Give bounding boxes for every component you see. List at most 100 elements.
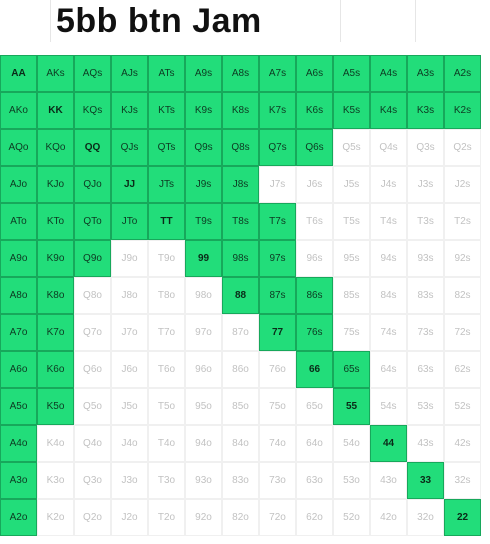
range-cell-jam: AA	[0, 55, 37, 92]
range-cell-fold: 83o	[222, 462, 259, 499]
range-cell-fold: 63s	[407, 351, 444, 388]
range-cell-jam: K6o	[37, 351, 74, 388]
range-cell-jam: AKo	[0, 92, 37, 129]
hand-range-grid: AA AKs AQs AJs ATs A9s A8s A7s A6s A5s A4s A3s A2s AK…	[0, 55, 482, 536]
range-cell-jam: A3o	[0, 462, 37, 499]
page-title: 5bb btn Jam	[56, 2, 262, 40]
title-band-divider	[50, 0, 51, 42]
range-cell-jam: 65s	[333, 351, 370, 388]
range-cell-fold: 85o	[222, 388, 259, 425]
range-cell-jam: A8s	[222, 55, 259, 92]
range-cell-jam: A4s	[370, 55, 407, 92]
range-cell-fold: 92s	[444, 240, 481, 277]
range-cell-fold: 53s	[407, 388, 444, 425]
range-cell-fold: J6o	[111, 351, 148, 388]
range-cell-jam: 99	[185, 240, 222, 277]
range-cell-fold: J2o	[111, 499, 148, 536]
range-cell-jam: Q8s	[222, 129, 259, 166]
range-cell-jam: QTo	[74, 203, 111, 240]
range-cell-fold: 42s	[444, 425, 481, 462]
range-cell-jam: TT	[148, 203, 185, 240]
range-cell-jam: K9s	[185, 92, 222, 129]
range-cell-fold: 64o	[296, 425, 333, 462]
title-band-divider	[415, 0, 416, 42]
range-cell-jam: A5o	[0, 388, 37, 425]
range-cell-jam: QJs	[111, 129, 148, 166]
range-cell-jam: ATs	[148, 55, 185, 92]
range-cell-jam: K3s	[407, 92, 444, 129]
range-cell-fold: T3s	[407, 203, 444, 240]
range-cell-fold: 93s	[407, 240, 444, 277]
range-cell-fold: 75o	[259, 388, 296, 425]
range-cell-jam: T9s	[185, 203, 222, 240]
range-cell-fold: 54o	[333, 425, 370, 462]
range-cell-fold: 95s	[333, 240, 370, 277]
range-cell-fold: T8o	[148, 277, 185, 314]
range-cell-fold: T7o	[148, 314, 185, 351]
range-cell-fold: 83s	[407, 277, 444, 314]
range-cell-fold: 54s	[370, 388, 407, 425]
range-cell-fold: T2s	[444, 203, 481, 240]
range-cell-jam: A8o	[0, 277, 37, 314]
range-cell-fold: Q8o	[74, 277, 111, 314]
range-cell-jam: 97s	[259, 240, 296, 277]
range-cell-fold: K2o	[37, 499, 74, 536]
range-cell-jam: 33	[407, 462, 444, 499]
range-cell-jam: ATo	[0, 203, 37, 240]
range-cell-jam: 76s	[296, 314, 333, 351]
range-cell-fold: T4s	[370, 203, 407, 240]
range-cell-fold: J4s	[370, 166, 407, 203]
range-cell-jam: A4o	[0, 425, 37, 462]
range-cell-fold: J8o	[111, 277, 148, 314]
range-cell-fold: 52o	[333, 499, 370, 536]
range-cell-fold: 64s	[370, 351, 407, 388]
range-cell-jam: KQs	[74, 92, 111, 129]
range-cell-jam: KQo	[37, 129, 74, 166]
range-cell-fold: T2o	[148, 499, 185, 536]
range-cell-fold: J7o	[111, 314, 148, 351]
range-cell-jam: QTs	[148, 129, 185, 166]
range-cell-jam: A2s	[444, 55, 481, 92]
range-cell-fold: 95o	[185, 388, 222, 425]
range-cell-fold: J6s	[296, 166, 333, 203]
range-cell-jam: AJs	[111, 55, 148, 92]
range-cell-jam: A9s	[185, 55, 222, 92]
range-cell-jam: QJo	[74, 166, 111, 203]
range-cell-fold: J5s	[333, 166, 370, 203]
range-cell-fold: J5o	[111, 388, 148, 425]
range-cell-jam: K5o	[37, 388, 74, 425]
range-cell-jam: A6s	[296, 55, 333, 92]
range-cell-jam: KJs	[111, 92, 148, 129]
range-cell-fold: 62o	[296, 499, 333, 536]
range-cell-fold: Q5s	[333, 129, 370, 166]
range-cell-jam: 88	[222, 277, 259, 314]
range-cell-jam: JTo	[111, 203, 148, 240]
range-cell-fold: J9o	[111, 240, 148, 277]
range-cell-fold: 75s	[333, 314, 370, 351]
range-cell-jam: KTs	[148, 92, 185, 129]
range-cell-fold: Q4o	[74, 425, 111, 462]
range-cell-jam: KJo	[37, 166, 74, 203]
range-cell-fold: 92o	[185, 499, 222, 536]
range-cell-fold: 82s	[444, 277, 481, 314]
range-cell-fold: 43o	[370, 462, 407, 499]
range-cell-jam: A9o	[0, 240, 37, 277]
range-cell-jam: K7o	[37, 314, 74, 351]
range-cell-fold: J3s	[407, 166, 444, 203]
range-cell-fold: Q5o	[74, 388, 111, 425]
range-cell-fold: 73o	[259, 462, 296, 499]
range-cell-jam: T7s	[259, 203, 296, 240]
range-cell-fold: Q6o	[74, 351, 111, 388]
range-cell-jam: Q9o	[74, 240, 111, 277]
range-cell-fold: 63o	[296, 462, 333, 499]
range-cell-fold: Q7o	[74, 314, 111, 351]
range-cell-jam: A5s	[333, 55, 370, 92]
range-cell-jam: A3s	[407, 55, 444, 92]
range-cell-fold: T5s	[333, 203, 370, 240]
range-cell-fold: 73s	[407, 314, 444, 351]
range-cell-fold: 82o	[222, 499, 259, 536]
range-cell-fold: K4o	[37, 425, 74, 462]
range-cell-fold: T9o	[148, 240, 185, 277]
range-cell-fold: 62s	[444, 351, 481, 388]
range-cell-jam: JTs	[148, 166, 185, 203]
